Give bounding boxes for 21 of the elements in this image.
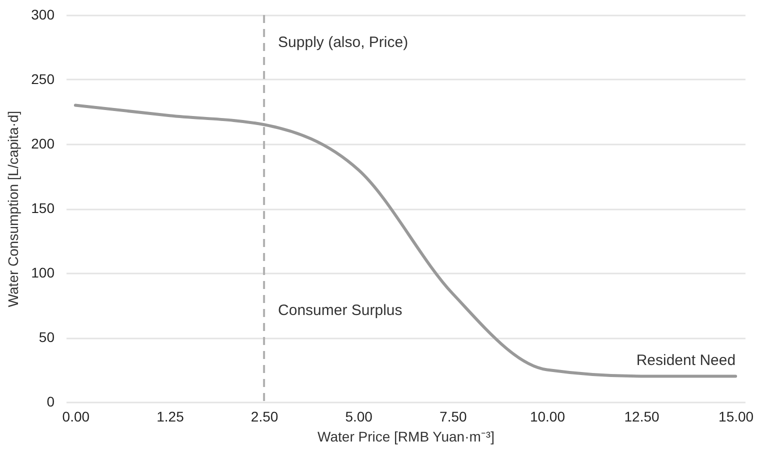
ref-line-label: Supply (also, Price): [278, 34, 408, 51]
x-tick-label: 2.50: [250, 408, 278, 424]
x-axis-title: Water Price [RMB Yuan·m⁻³]: [318, 428, 494, 444]
x-tick-label: 7.50: [440, 408, 467, 424]
x-tick-label: 1.25: [156, 408, 184, 424]
annotation: Resident Need: [636, 352, 736, 370]
x-tick-label: 5.00: [345, 408, 373, 424]
y-tick-label: 250: [31, 71, 55, 87]
y-tick-label: 50: [38, 329, 55, 345]
y-axis-title: Water Consumption [L/capita·d]: [5, 110, 22, 308]
y-tick-label: 150: [31, 200, 55, 216]
y-tick-label: 0: [46, 394, 55, 410]
y-tick-label: 200: [31, 136, 55, 152]
x-tick-label: 15.00: [718, 408, 754, 424]
y-tick-label: 100: [31, 264, 55, 280]
x-tick-label: 0.00: [62, 408, 90, 424]
x-tick-label: 10.00: [530, 408, 566, 424]
annotation: Consumer Surplus: [278, 302, 402, 320]
y-tick-label: 300: [31, 6, 55, 22]
x-tick-label: 12.50: [624, 408, 660, 424]
line-series: [74, 104, 738, 378]
